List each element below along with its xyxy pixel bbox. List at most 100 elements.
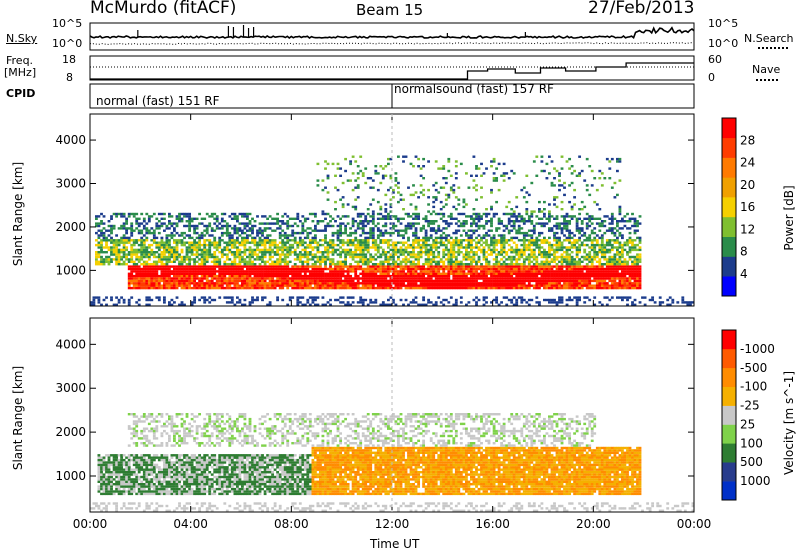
heatmap-cell [548,215,551,218]
heatmap-cell [213,284,217,287]
heatmap-cell [127,301,131,304]
heatmap-cell [251,224,254,228]
heatmap-cell [331,274,335,278]
heatmap-cell [432,229,436,232]
heatmap-cell [140,274,144,278]
heatmap-cell [308,231,312,235]
heatmap-cell [472,222,476,225]
heatmap-cell [366,267,370,271]
heatmap-cell [311,267,315,271]
heatmap-cell [520,251,524,254]
heatmap-cell [281,243,285,247]
heatmap-cell [339,267,343,271]
heatmap-cell [183,274,186,278]
heatmap-cell [532,229,536,232]
heatmap-cell [258,277,262,280]
heatmap-cell [522,241,526,244]
heatmap-cell [256,274,259,278]
heatmap-cell [588,298,592,302]
heatmap-cell [273,286,277,290]
heatmap-cell [543,169,546,173]
heatmap-cell [560,286,564,290]
heatmap-cell [130,258,134,261]
heatmap-cell [422,303,426,306]
heatmap-cell [475,265,478,268]
heatmap-cell [155,267,159,271]
heatmap-cell [560,253,564,256]
heatmap-cell [271,243,275,247]
heatmap-cell [570,265,574,268]
heatmap-cell [266,303,270,306]
heatmap-cell [349,255,353,259]
heatmap-cell [538,303,541,306]
heatmap-cell [115,258,119,261]
heatmap-cell [198,246,202,249]
heatmap-cell [263,241,267,244]
heatmap-cell [387,265,390,268]
heatmap-cell [157,253,161,256]
heatmap-cell [273,217,277,220]
heatmap-cell [507,243,511,247]
heatmap-cell [500,258,504,261]
heatmap-cell [447,255,451,259]
heatmap-cell [467,234,471,237]
heatmap-cell [389,217,393,220]
heatmap-cell [127,227,131,230]
heatmap-cell [200,236,204,240]
heatmap-cell [130,282,134,285]
heatmap-cell [349,277,353,280]
heatmap-cell [593,227,597,230]
heatmap-cell [585,239,589,242]
heatmap-cell [593,217,597,220]
heatmap-cell [394,179,398,182]
heatmap-cell [215,224,219,228]
heatmap-cell [354,248,358,252]
heatmap-cell [444,177,448,180]
heatmap-cell [497,222,501,225]
heatmap-cell [283,279,287,283]
nave-tick-hi: 60 [708,53,722,66]
heatmap-cell [392,277,395,280]
heatmap-cell [487,246,491,249]
heatmap-cell [288,277,292,280]
heatmap-cell [208,301,212,304]
heatmap-cell [538,277,541,280]
heatmap-cell [258,274,262,278]
heatmap-cell [432,255,436,259]
heatmap-cell [510,282,514,285]
heatmap-cell [308,282,312,285]
heatmap-cell [298,255,302,259]
heatmap-cell [439,279,443,283]
heatmap-cell [170,303,174,306]
heatmap-cell [397,234,400,237]
heatmap-cell [359,212,363,216]
heatmap-cell [215,217,219,220]
heatmap-cell [228,224,232,228]
heatmap-cell [447,239,451,242]
heatmap-cell [470,255,473,259]
heatmap-cell [100,255,103,259]
heatmap-cell [376,279,380,283]
heatmap-cell [349,284,353,287]
heatmap-cell [303,251,307,254]
heatmap-cell [475,253,478,256]
nsky-tick-lo: 10^0 [52,37,83,50]
heatmap-cell [517,267,521,271]
heatmap-cell [412,222,415,225]
heatmap-cell [208,286,212,290]
heatmap-cell [490,229,493,232]
heatmap-cell [447,286,451,290]
heatmap-cell [550,229,554,232]
heatmap-cell [394,251,398,254]
heatmap-cell [349,234,353,237]
heatmap-cell [238,212,242,216]
heatmap-cell [163,253,166,256]
heatmap-cell [140,286,144,290]
heatmap-cell [157,243,161,247]
heatmap-cell [188,222,192,225]
heatmap-cell [510,220,514,223]
heatmap-cell [384,258,388,261]
heatmap-cell [97,296,101,299]
heatmap-cell [580,208,584,211]
heatmap-cell [225,265,229,268]
